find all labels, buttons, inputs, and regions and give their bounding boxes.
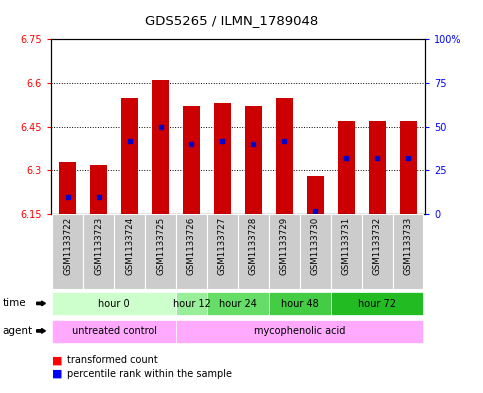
Bar (269, 292, 331, 315)
Text: GSM1133723: GSM1133723 (94, 217, 103, 275)
Bar (399, 121, 416, 214)
Bar (362, 214, 393, 289)
Text: untreated control: untreated control (71, 326, 156, 336)
Bar (52, 320, 176, 343)
Text: GSM1133725: GSM1133725 (156, 217, 165, 275)
Bar (207, 292, 269, 315)
Bar (369, 121, 385, 214)
Bar (338, 121, 355, 214)
Bar (121, 97, 138, 214)
Bar (90, 165, 107, 214)
Text: time: time (2, 298, 26, 309)
Text: hour 72: hour 72 (358, 299, 396, 309)
Text: transformed count: transformed count (67, 355, 157, 365)
Bar (276, 97, 293, 214)
Text: mycophenolic acid: mycophenolic acid (254, 326, 345, 336)
Bar (331, 214, 362, 289)
Text: GSM1133728: GSM1133728 (249, 217, 258, 275)
Text: GSM1133732: GSM1133732 (372, 217, 382, 275)
Bar (176, 292, 207, 315)
Bar (52, 214, 83, 289)
Text: hour 12: hour 12 (172, 299, 211, 309)
Bar (83, 214, 114, 289)
Text: agent: agent (2, 326, 32, 336)
Text: GSM1133730: GSM1133730 (311, 217, 320, 275)
Bar (176, 320, 424, 343)
Bar (183, 107, 200, 214)
Text: GSM1133724: GSM1133724 (125, 217, 134, 275)
Bar (52, 292, 176, 315)
Text: ■: ■ (52, 369, 63, 379)
Text: GSM1133733: GSM1133733 (403, 217, 412, 275)
Text: GSM1133731: GSM1133731 (341, 217, 351, 275)
Text: hour 24: hour 24 (219, 299, 257, 309)
Bar (331, 292, 424, 315)
Text: hour 0: hour 0 (99, 299, 130, 309)
Text: GSM1133726: GSM1133726 (187, 217, 196, 275)
Text: GDS5265 / ILMN_1789048: GDS5265 / ILMN_1789048 (145, 14, 318, 27)
Bar (114, 214, 145, 289)
Bar (176, 214, 207, 289)
Text: ■: ■ (52, 355, 63, 365)
Bar (307, 176, 324, 214)
Text: percentile rank within the sample: percentile rank within the sample (67, 369, 232, 379)
Bar (245, 107, 262, 214)
Bar (238, 214, 269, 289)
Bar (269, 214, 300, 289)
Bar (152, 80, 169, 214)
Text: GSM1133727: GSM1133727 (218, 217, 227, 275)
Text: hour 48: hour 48 (281, 299, 319, 309)
Bar (145, 214, 176, 289)
Bar (59, 162, 76, 214)
Bar (300, 214, 331, 289)
Text: GSM1133729: GSM1133729 (280, 217, 289, 275)
Bar (207, 214, 238, 289)
Bar (214, 103, 231, 214)
Text: GSM1133722: GSM1133722 (63, 217, 72, 275)
Bar (393, 214, 424, 289)
